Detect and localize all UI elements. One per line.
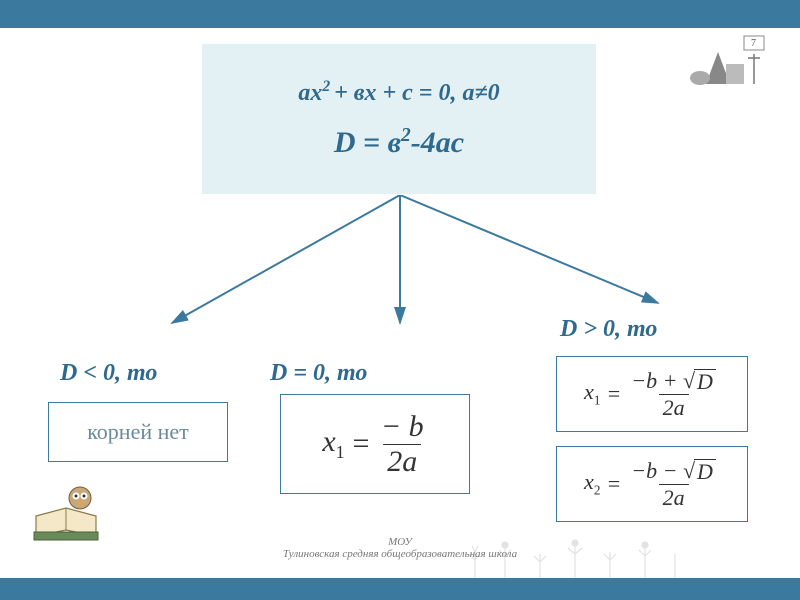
case-d-negative: D < 0, то (60, 360, 157, 387)
bottom-bar (0, 578, 800, 600)
page-number: 7 (751, 38, 756, 49)
main-formula-box: ах2 + вх + с = 0, а≠0 D = в2-4ас (202, 44, 596, 194)
top-bar (0, 0, 800, 28)
no-roots-text: корней нет (87, 419, 189, 445)
case-d-positive: D > 0, то (560, 316, 657, 343)
result-no-roots: корней нет (48, 402, 228, 462)
branch-arrows (160, 195, 680, 335)
result-x1-two-roots: x1 = −b + √D 2a (556, 356, 748, 432)
result-x1-single: x1 = − b 2a (280, 394, 470, 494)
discriminant-formula: D = в2-4ас (334, 125, 464, 160)
result-x2-two-roots: x2 = −b − √D 2a (556, 446, 748, 522)
case-d-zero: D = 0, то (270, 360, 367, 387)
book-owl-icon (32, 476, 104, 544)
arrow-right (400, 195, 658, 303)
footer-line2: Тулиновская средняя общеобразовательная … (0, 548, 800, 560)
quadratic-equation: ах2 + вх + с = 0, а≠0 (298, 78, 499, 107)
arrow-left (172, 195, 400, 323)
footer-line1: МОУ (0, 536, 800, 548)
corner-geometry-icon: 7 (688, 34, 770, 88)
